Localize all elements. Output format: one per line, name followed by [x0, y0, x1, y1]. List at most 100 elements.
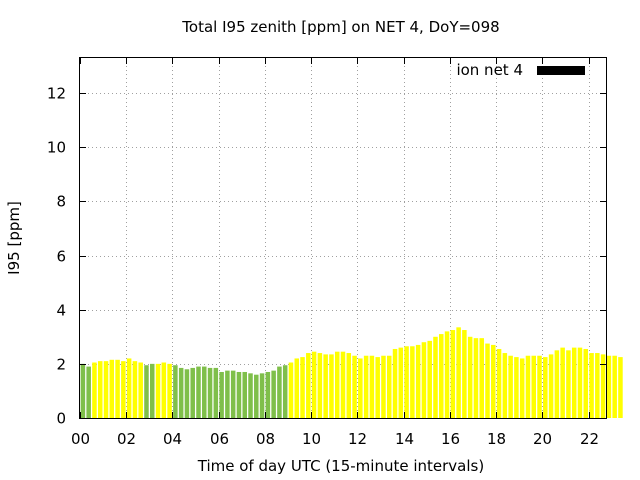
x-tick-label: 04 — [163, 430, 182, 448]
data-bar — [589, 353, 594, 418]
data-bar — [543, 357, 548, 418]
data-bar — [311, 351, 317, 418]
data-bar — [259, 373, 265, 418]
data-bar — [554, 350, 560, 418]
y-tick-label: 6 — [56, 248, 66, 266]
data-bar — [184, 369, 190, 418]
x-tick-label: 10 — [302, 430, 321, 448]
x-tick-label: 14 — [395, 430, 414, 448]
y-tick-label: 4 — [56, 302, 66, 320]
data-bar — [196, 366, 201, 418]
data-bar — [225, 370, 230, 418]
x-tick-label: 20 — [533, 430, 552, 448]
data-bar — [236, 371, 242, 418]
data-bar — [439, 334, 444, 418]
data-bar — [173, 365, 178, 418]
data-bar — [242, 371, 247, 418]
data-bar — [144, 365, 149, 418]
data-bar — [323, 354, 328, 418]
data-bar — [178, 367, 184, 418]
bar-series — [80, 327, 623, 418]
data-bar — [167, 363, 172, 418]
data-bar — [444, 331, 450, 418]
data-bar — [369, 355, 375, 418]
y-tick-label: 12 — [47, 85, 66, 103]
data-bar — [548, 354, 554, 418]
y-axis-label: I95 [ppm] — [5, 201, 23, 275]
data-bar — [485, 343, 490, 418]
data-bar — [340, 351, 346, 418]
data-bar — [415, 344, 421, 418]
data-bar — [531, 355, 536, 418]
data-bar — [346, 353, 352, 418]
data-bar — [334, 351, 340, 418]
x-tick-label: 08 — [256, 430, 275, 448]
data-bar — [230, 370, 236, 418]
y-tick-label: 0 — [56, 410, 66, 428]
data-bar — [456, 327, 461, 418]
data-bar — [288, 362, 294, 418]
legend: ion net 4 — [456, 61, 585, 79]
data-bar — [115, 359, 120, 418]
data-bar — [560, 347, 565, 418]
y-tick-labels: 0 2 4 6 8 10 12 — [47, 85, 66, 428]
x-tick-label: 02 — [117, 430, 136, 448]
data-bar — [386, 355, 392, 418]
data-bar — [161, 362, 167, 418]
x-tick-label: 06 — [210, 430, 229, 448]
data-bar — [329, 354, 334, 418]
data-bar — [300, 357, 305, 418]
data-bar — [427, 340, 432, 418]
data-bar — [248, 373, 253, 418]
data-bar — [467, 336, 473, 418]
data-bar — [265, 371, 271, 418]
data-bar — [525, 355, 531, 418]
data-bar — [86, 366, 91, 418]
data-bar — [508, 355, 513, 418]
x-tick-label: 16 — [441, 430, 460, 448]
data-bar — [109, 359, 115, 418]
x-tick-label: 00 — [71, 430, 90, 448]
data-bar — [306, 353, 311, 418]
x-tick-label: 12 — [348, 430, 367, 448]
x-tick-label: 18 — [487, 430, 506, 448]
x-axis-label: Time of day UTC (15-minute intervals) — [197, 457, 484, 475]
data-bar — [150, 363, 155, 418]
data-bar — [207, 367, 213, 418]
data-bar — [358, 358, 363, 418]
y-tick-label: 10 — [47, 139, 66, 157]
data-bar — [363, 355, 369, 418]
data-bar — [121, 361, 126, 418]
data-bar — [491, 344, 496, 418]
data-bar — [519, 358, 525, 418]
data-bar — [618, 357, 623, 418]
data-bar — [595, 353, 600, 418]
data-bar — [462, 330, 467, 418]
data-bar — [502, 353, 508, 418]
data-bar — [566, 350, 571, 418]
data-bar — [282, 365, 288, 418]
data-bar — [97, 361, 103, 418]
data-bar — [190, 367, 195, 418]
data-bar — [294, 358, 300, 418]
data-bar — [277, 366, 282, 418]
data-bar — [612, 355, 617, 418]
data-bar — [155, 363, 161, 418]
y-tick-label: 8 — [56, 193, 66, 211]
data-bar — [317, 353, 323, 418]
data-bar — [392, 348, 398, 418]
grid-lines — [80, 58, 606, 418]
data-bar — [132, 361, 138, 418]
data-bar — [571, 347, 577, 418]
legend-label: ion net 4 — [456, 61, 523, 79]
data-bar — [254, 374, 259, 418]
data-bar — [381, 355, 386, 418]
data-bar — [606, 355, 612, 418]
data-bar — [410, 346, 415, 418]
data-bar — [514, 357, 519, 418]
data-bar — [126, 358, 132, 418]
data-bar — [404, 346, 409, 418]
data-bar — [271, 370, 276, 418]
axis-ticks — [80, 58, 606, 419]
data-bar — [103, 361, 109, 418]
